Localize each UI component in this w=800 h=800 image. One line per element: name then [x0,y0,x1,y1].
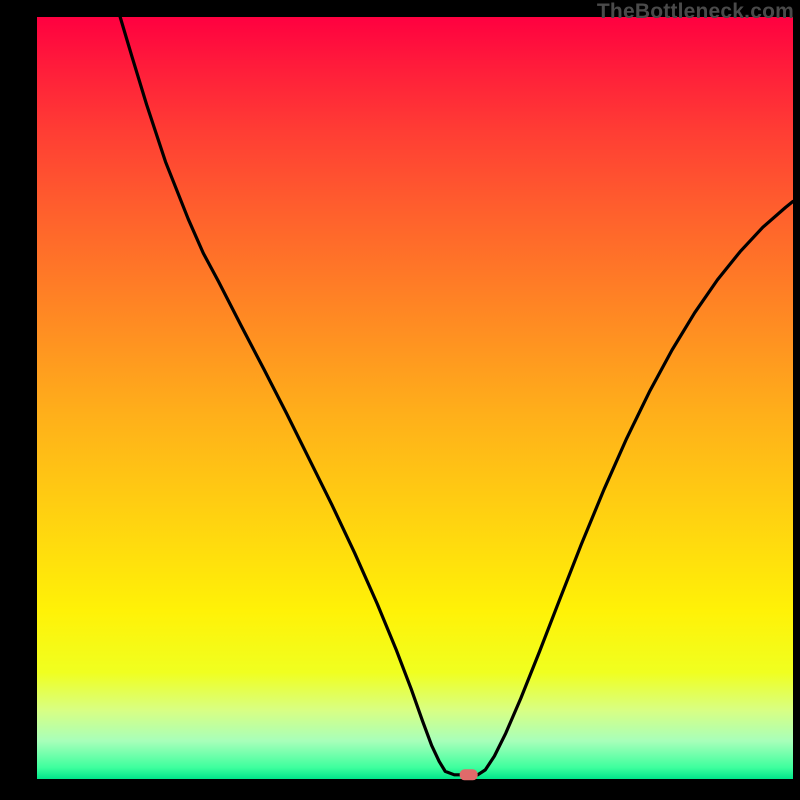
watermark-text: TheBottleneck.com [597,0,794,24]
chart-container: TheBottleneck.com [0,0,800,800]
chart-svg [0,0,800,800]
